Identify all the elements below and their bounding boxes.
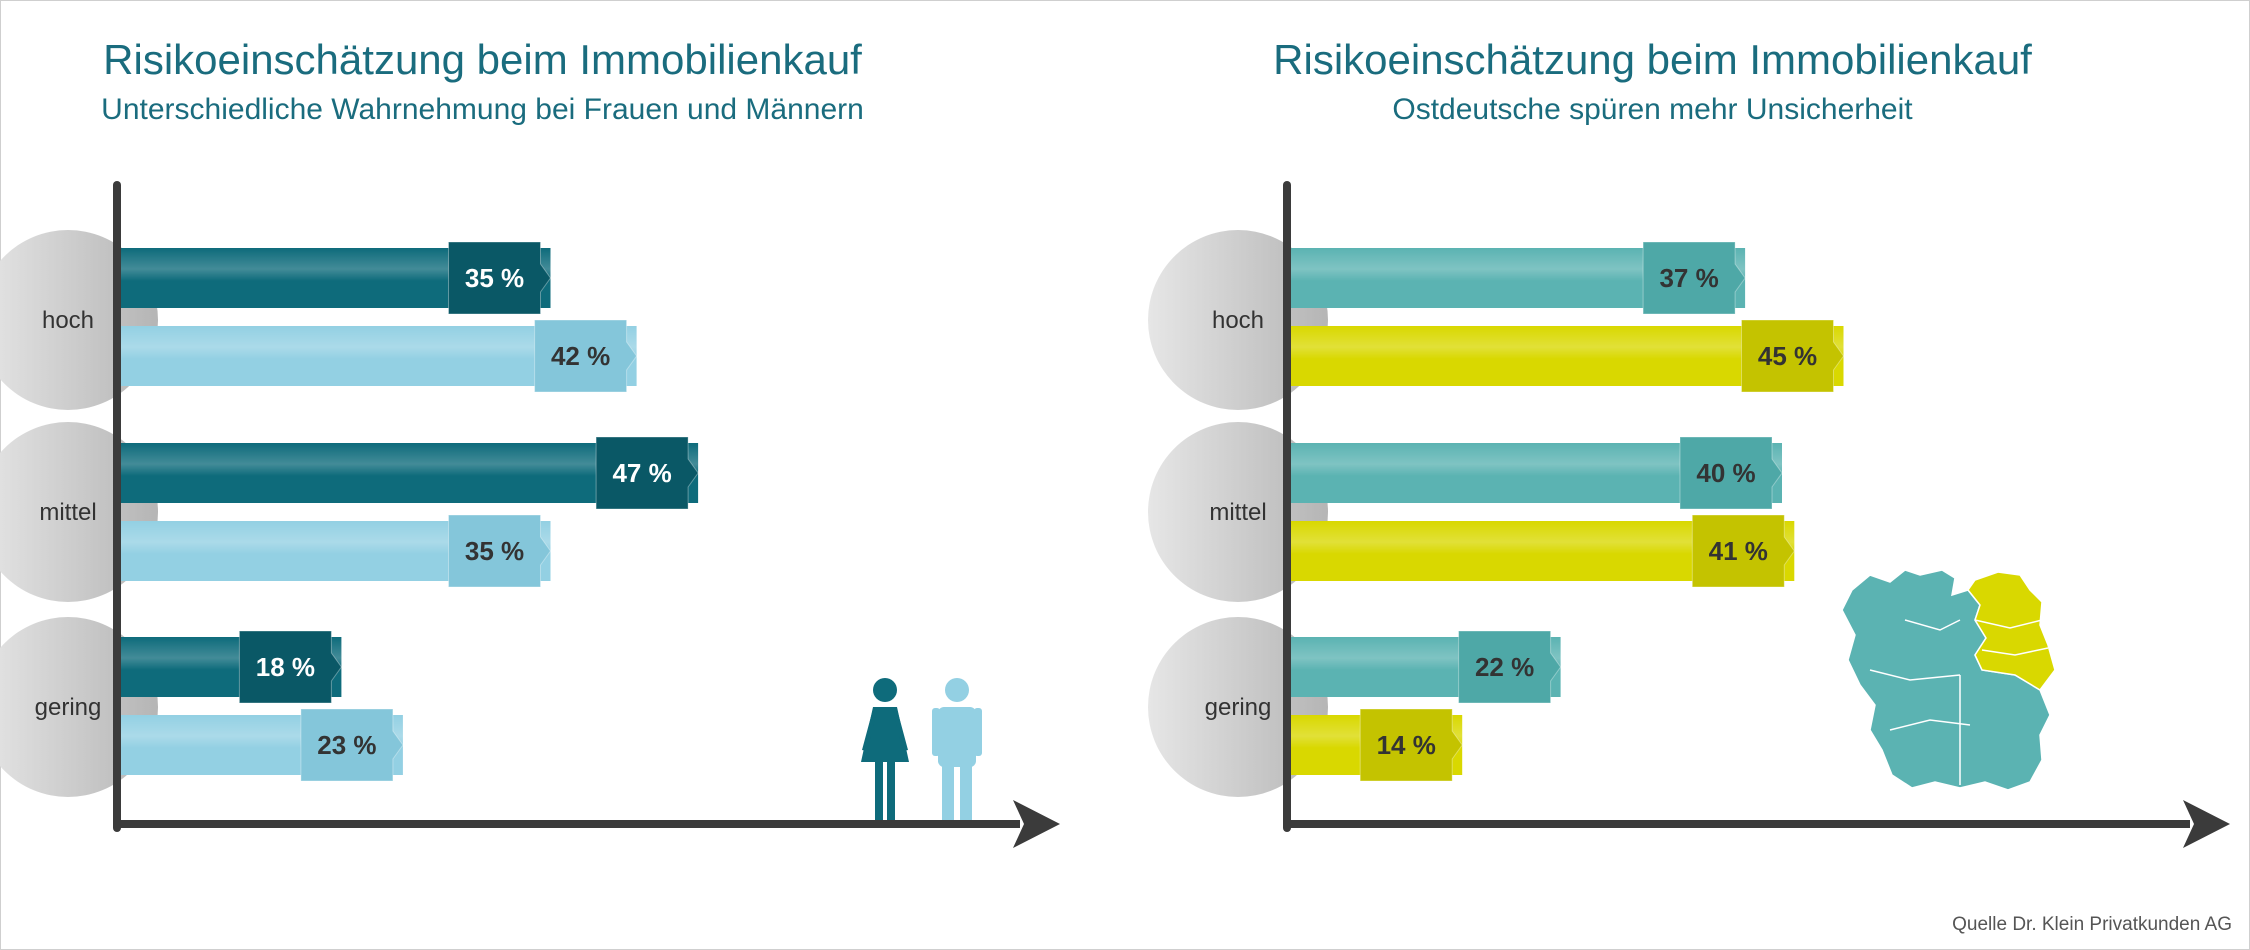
value-tag: [238, 630, 343, 704]
value-label: 37 %: [1659, 263, 1718, 293]
value-label: 47 %: [612, 458, 671, 488]
chart-panel-region: Risikoeinschätzung beim Immobilienkauf O…: [1148, 0, 2250, 950]
value-tag: [1359, 708, 1463, 782]
value-label: 22 %: [1475, 652, 1534, 682]
value-label: 35 %: [465, 536, 524, 566]
value-label: 23 %: [317, 730, 376, 760]
category-label: gering: [1205, 694, 1272, 721]
chart-panel-gender: Risikoeinschätzung beim Immobilienkauf U…: [0, 36, 1060, 848]
value-tag: [1642, 241, 1746, 315]
value-label: 35 %: [465, 263, 524, 293]
legend-people: [861, 678, 982, 820]
woman-leg: [875, 762, 883, 820]
chart-subtitle: Unterschiedliche Wahrnehmung bei Frauen …: [101, 93, 864, 126]
value-tag: [595, 436, 699, 510]
woman-icon: [861, 678, 909, 820]
category-label: hoch: [1212, 307, 1264, 334]
value-tag: [1458, 630, 1562, 704]
bar-chart-region: hoch mittel gering 37 % 45 % 40 % 41 % 22 % 14 %: [1148, 181, 2230, 848]
category-label: hoch: [42, 307, 94, 334]
value-label: 14 %: [1377, 730, 1436, 760]
germany-map-icon: [1841, 569, 2056, 791]
source-note: Quelle Dr. Klein Privatkunden AG: [1952, 914, 2232, 935]
category-label: gering: [35, 694, 102, 721]
woman-head: [873, 678, 897, 702]
value-tag: [448, 514, 552, 588]
chart-title: Risikoeinschätzung beim Immobilienkauf: [103, 36, 862, 83]
man-head: [945, 678, 969, 702]
value-tag: [448, 241, 552, 315]
chart-title: Risikoeinschätzung beim Immobilienkauf: [1273, 36, 2032, 83]
category-label: mittel: [39, 499, 96, 526]
man-icon: [932, 678, 982, 820]
value-tag: [1691, 514, 1795, 588]
value-label: 41 %: [1709, 536, 1768, 566]
east-germany-region: [1967, 571, 2056, 691]
chart-subtitle: Ostdeutsche spüren mehr Unsicherheit: [1392, 93, 1913, 126]
woman-leg: [887, 762, 895, 820]
man-torso: [938, 707, 976, 767]
category-label: mittel: [1209, 499, 1266, 526]
woman-arms: [862, 709, 908, 751]
x-axis-arrow: [2183, 800, 2230, 848]
value-label: 18 %: [256, 652, 315, 682]
value-label: 40 %: [1696, 458, 1755, 488]
value-label: 45 %: [1758, 341, 1817, 371]
man-leg: [960, 764, 972, 820]
value-tag: [534, 319, 638, 393]
man-arm: [974, 708, 982, 756]
value-tag: [1679, 436, 1783, 510]
x-axis-arrow: [1013, 800, 1060, 848]
man-arm: [932, 708, 940, 756]
bar-chart-gender: hoch mittel gering 35 % 42 % 47 % 35 % 18 % 23 %: [0, 181, 1060, 848]
value-tag: [1741, 319, 1845, 393]
state-borders: [1869, 619, 2049, 785]
man-leg: [942, 764, 954, 820]
value-tag: [300, 708, 404, 782]
value-label: 42 %: [551, 341, 610, 371]
